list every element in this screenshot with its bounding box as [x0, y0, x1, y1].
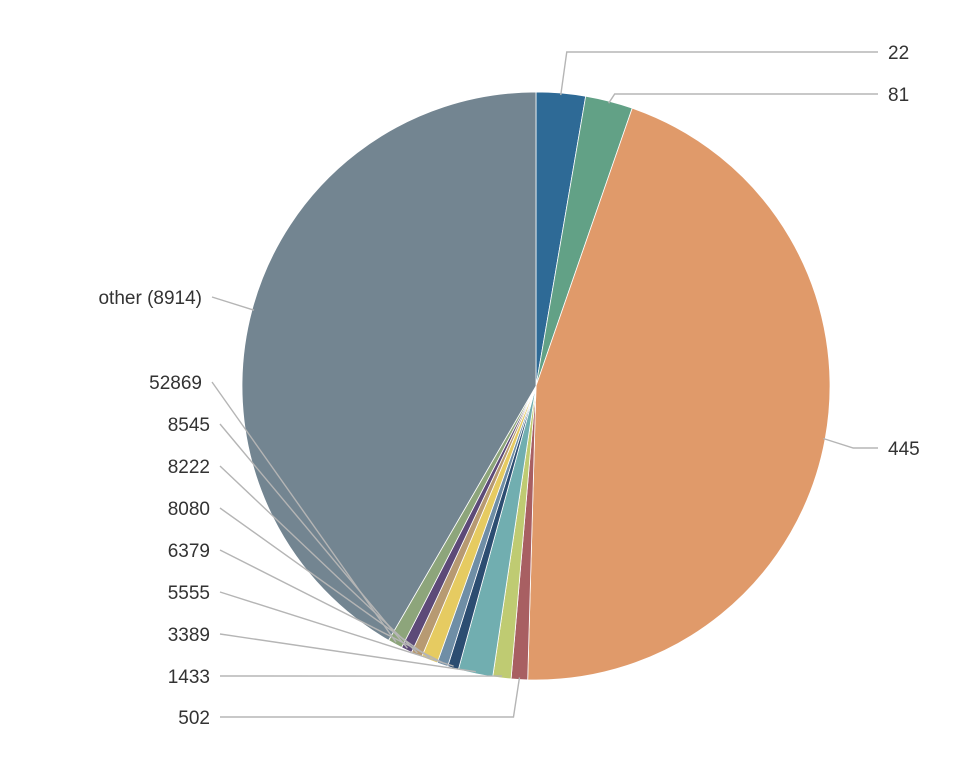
slice-label-8545: 8545	[168, 415, 210, 436]
slice-label-3389: 3389	[168, 625, 210, 646]
leader-line-6379	[219, 549, 444, 664]
leader-line-445	[823, 437, 878, 449]
slice-label-6379: 6379	[168, 541, 210, 562]
leader-line-8545	[219, 423, 408, 649]
slice-label-other-8914: other (8914)	[98, 288, 202, 309]
slice-label-22: 22	[888, 43, 909, 64]
slice-label-502: 502	[178, 708, 210, 729]
slice-label-8080: 8080	[168, 499, 210, 520]
leader-lines	[211, 51, 878, 718]
leader-line-other-8914	[211, 296, 255, 311]
slice-label-8222: 8222	[168, 457, 210, 478]
leader-line-52869	[211, 381, 397, 643]
slice-labels: 22 81 445 502 1433 3389 5555 6379 8080 8222 8545 52…	[98, 43, 919, 729]
leader-line-5555	[219, 591, 454, 667]
slice-label-1433: 1433	[168, 667, 210, 688]
leader-line-3389	[219, 633, 476, 673]
slice-label-81: 81	[888, 85, 909, 106]
leader-line-22	[560, 51, 878, 96]
leader-line-502	[220, 677, 521, 718]
leader-line-81	[608, 93, 878, 104]
slice-label-445: 445	[888, 439, 920, 460]
slice-label-5555: 5555	[168, 583, 210, 604]
slice-label-52869: 52869	[149, 373, 202, 394]
pie-slices	[241, 91, 831, 681]
